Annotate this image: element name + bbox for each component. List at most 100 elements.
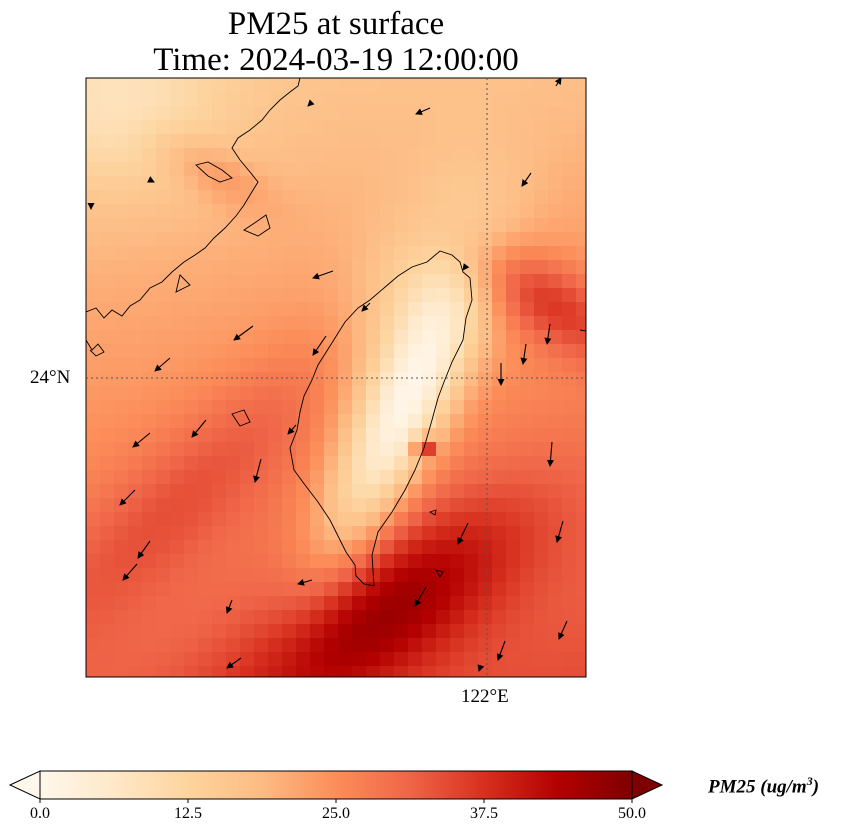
field-cell xyxy=(478,414,493,429)
field-cell xyxy=(338,428,353,443)
field-cell xyxy=(562,106,577,121)
field-cell xyxy=(282,162,297,177)
field-cell xyxy=(184,176,199,191)
field-cell xyxy=(142,106,157,121)
field-cell xyxy=(464,414,479,429)
field-cell xyxy=(170,582,185,597)
field-cell xyxy=(212,624,227,639)
field-cell xyxy=(352,176,367,191)
field-cell xyxy=(198,288,213,303)
field-cell xyxy=(184,526,199,541)
field-cell xyxy=(450,120,465,135)
field-cell xyxy=(114,582,129,597)
field-cell xyxy=(156,638,171,653)
wind-arrow xyxy=(154,357,171,372)
field-cell xyxy=(576,470,586,485)
field-cell xyxy=(268,582,283,597)
field-cell xyxy=(240,176,255,191)
field-cell xyxy=(86,610,101,625)
field-cell xyxy=(184,330,199,345)
field-cell xyxy=(408,232,423,247)
field-cell xyxy=(478,260,493,275)
field-cell xyxy=(212,526,227,541)
field-cell xyxy=(198,316,213,331)
field-cell xyxy=(268,638,283,653)
field-cell xyxy=(142,596,157,611)
field-cell xyxy=(226,260,241,275)
field-cell xyxy=(492,120,507,135)
field-cell xyxy=(128,484,143,499)
wind-arrow xyxy=(415,107,431,115)
field-cell xyxy=(492,512,507,527)
field-cell xyxy=(576,92,586,107)
field-cell xyxy=(170,512,185,527)
field-cell xyxy=(562,176,577,191)
field-cell xyxy=(380,638,395,653)
field-cell xyxy=(366,274,381,289)
field-cell xyxy=(338,246,353,261)
field-cell xyxy=(86,330,101,345)
field-cell xyxy=(184,414,199,429)
field-cell xyxy=(506,666,521,677)
field-cell xyxy=(408,512,423,527)
field-cell xyxy=(254,484,269,499)
field-cell xyxy=(100,540,115,555)
field-cell xyxy=(86,442,101,457)
field-cell xyxy=(450,624,465,639)
field-cell xyxy=(352,400,367,415)
field-cell xyxy=(534,442,549,457)
field-cell xyxy=(128,498,143,513)
field-cell xyxy=(422,386,437,401)
field-cell xyxy=(156,190,171,205)
field-cell xyxy=(310,148,325,163)
field-cell xyxy=(296,666,311,677)
field-cell xyxy=(296,540,311,555)
field-cell xyxy=(254,176,269,191)
field-cell xyxy=(408,498,423,513)
field-cell xyxy=(128,190,143,205)
field-cell xyxy=(100,554,115,569)
field-cell xyxy=(254,512,269,527)
field-cell xyxy=(142,344,157,359)
field-cell xyxy=(184,638,199,653)
field-cell xyxy=(394,400,409,415)
field-cell xyxy=(506,288,521,303)
field-cell xyxy=(128,386,143,401)
field-cell xyxy=(268,512,283,527)
field-cell xyxy=(520,568,535,583)
field-cell xyxy=(520,610,535,625)
field-cell xyxy=(534,358,549,373)
field-cell xyxy=(492,106,507,121)
field-cell xyxy=(534,204,549,219)
field-cell xyxy=(478,176,493,191)
field-cell xyxy=(114,260,129,275)
field-cell xyxy=(86,316,101,331)
field-cell xyxy=(534,190,549,205)
field-cell xyxy=(310,414,325,429)
field-cell xyxy=(534,176,549,191)
field-cell xyxy=(562,232,577,247)
field-cell xyxy=(338,484,353,499)
field-cell xyxy=(338,190,353,205)
field-cell xyxy=(366,638,381,653)
field-cell xyxy=(254,218,269,233)
field-cell xyxy=(464,638,479,653)
field-cell xyxy=(450,638,465,653)
field-cell xyxy=(338,120,353,135)
coastline xyxy=(86,78,586,587)
field-cell xyxy=(464,624,479,639)
field-cell xyxy=(338,666,353,677)
field-cell xyxy=(506,190,521,205)
field-cell xyxy=(352,582,367,597)
field-cell xyxy=(296,596,311,611)
field-cell xyxy=(366,624,381,639)
field-cell xyxy=(492,162,507,177)
field-cell xyxy=(100,428,115,443)
field-cell xyxy=(226,246,241,261)
field-cell xyxy=(100,316,115,331)
field-cell xyxy=(212,302,227,317)
field-cell xyxy=(408,134,423,149)
field-cell xyxy=(338,162,353,177)
field-cell xyxy=(394,162,409,177)
field-cell xyxy=(506,204,521,219)
